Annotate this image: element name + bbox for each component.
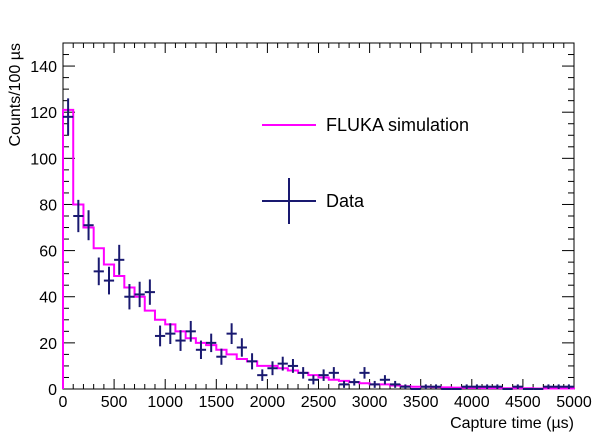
data-point — [114, 244, 125, 275]
data-point — [512, 384, 523, 389]
data-point — [420, 384, 431, 389]
y-tick-label: 20 — [39, 336, 57, 353]
legend: FLUKA simulation Data — [262, 115, 469, 224]
data-point — [267, 361, 278, 376]
data-point — [328, 367, 339, 379]
data-point — [349, 378, 360, 386]
x-tick-label: 1000 — [147, 394, 183, 411]
data-point — [563, 384, 574, 389]
y-tick-label: 140 — [30, 59, 57, 76]
data-point — [400, 384, 411, 389]
data-point — [277, 356, 288, 371]
data-point — [379, 375, 391, 385]
data-point — [257, 369, 268, 381]
y-tick-label: 100 — [30, 151, 57, 168]
x-tick-label: 1500 — [199, 394, 235, 411]
data-point — [216, 348, 227, 365]
data-point — [482, 384, 493, 389]
data-point — [93, 257, 104, 286]
data-point — [195, 340, 207, 360]
y-axis-title: Counts/100 µs — [7, 43, 24, 147]
data-point — [83, 210, 94, 241]
y-tick-label: 40 — [39, 290, 57, 307]
data-point — [318, 369, 329, 381]
data-point — [226, 323, 237, 345]
data-point — [144, 279, 155, 305]
data-point — [359, 367, 370, 379]
data-point — [492, 384, 503, 389]
data-point — [308, 375, 319, 385]
x-tick-label: 4500 — [505, 394, 541, 411]
data-point — [134, 281, 145, 308]
data-point — [553, 384, 564, 389]
data-point — [246, 353, 258, 370]
data-point — [63, 98, 74, 136]
data-point — [338, 380, 350, 388]
x-axis: 0 500 1000 1500 2000 2500 3000 3500 4000 4500 5000 — [59, 43, 592, 411]
data-point — [369, 380, 380, 388]
y-tick-label: 80 — [39, 197, 57, 214]
simulation-step-line — [62, 108, 575, 390]
data-point — [73, 199, 84, 233]
data-point — [185, 320, 196, 342]
data-point — [103, 266, 115, 295]
data-point — [430, 384, 442, 389]
data-point — [206, 333, 217, 353]
data-point — [390, 380, 401, 388]
data-point — [471, 384, 483, 389]
legend-sim-label: FLUKA simulation — [326, 115, 469, 135]
data-point — [287, 359, 299, 373]
simulation-series — [62, 108, 575, 390]
x-tick-label: 3500 — [403, 394, 439, 411]
x-tick-label: 3000 — [352, 394, 388, 411]
legend-data-label: Data — [326, 191, 365, 211]
data-point — [298, 367, 309, 379]
x-tick-label: 2500 — [301, 394, 337, 411]
y-tick-label: 0 — [48, 382, 57, 399]
data-point — [461, 384, 472, 389]
data-point — [124, 284, 135, 310]
data-point — [175, 330, 186, 351]
x-tick-label: 500 — [101, 394, 128, 411]
y-tick-label: 120 — [30, 105, 57, 122]
y-tick-label: 60 — [39, 244, 57, 261]
x-tick-label: 4000 — [454, 394, 490, 411]
data-point — [154, 325, 166, 347]
data-point — [543, 384, 554, 389]
data-series — [63, 98, 574, 390]
y-axis: 0 20 40 60 80 100 120 140 — [30, 42, 574, 399]
plot-frame — [62, 42, 575, 390]
x-tick-label: 2000 — [250, 394, 286, 411]
x-axis-title: Capture time (µs) — [450, 415, 574, 432]
data-point — [165, 323, 176, 345]
x-tick-label: 0 — [59, 394, 68, 411]
data-point — [236, 338, 247, 357]
x-tick-label: 5000 — [556, 394, 592, 411]
